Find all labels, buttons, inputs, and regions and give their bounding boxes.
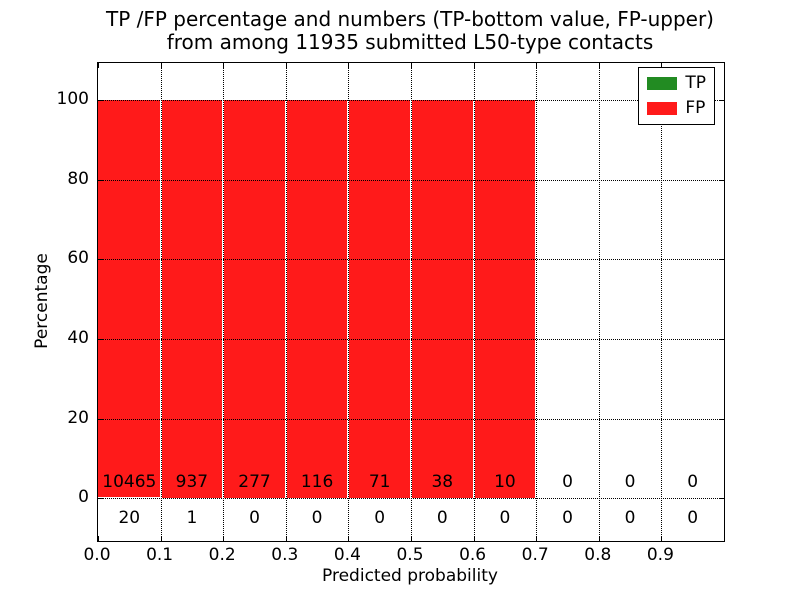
x-tick-label: 0.2	[208, 545, 236, 565]
x-tick-label: 0.1	[146, 545, 174, 565]
x-axis-label: Predicted probability	[322, 566, 498, 586]
tp-swatch-icon	[647, 77, 678, 90]
fp-count-label: 71	[368, 472, 391, 493]
chart-title-line1: TP /FP percentage and numbers (TP-bottom…	[106, 7, 714, 31]
x-tick-mark	[160, 536, 162, 541]
y-tick-label: 20	[67, 407, 89, 428]
grid-line-x	[661, 63, 663, 541]
tp-count-label: 0	[311, 507, 323, 528]
fp-count-label: 10465	[102, 472, 157, 493]
x-tick-mark	[473, 536, 475, 541]
y-tick-mark-right	[719, 179, 724, 181]
chart-title-line2: from among 11935 submitted L50-type cont…	[166, 30, 654, 54]
x-tick-mark-top	[473, 63, 475, 68]
x-tick-mark	[411, 536, 412, 541]
fp-bar-segment	[412, 100, 473, 499]
x-tick-mark-top	[661, 63, 663, 68]
y-tick-label: 60	[67, 248, 89, 269]
y-tick-label: 80	[67, 168, 89, 189]
tp-legend-label: TP	[685, 73, 706, 93]
fp-count-label: 0	[687, 472, 699, 493]
tp-count-label: 0	[499, 507, 511, 528]
plot-area: TP FP 10465 20 937 1 277 0 116 0 71 0 38 0 10 0 0 0 0 0 0 0	[97, 62, 725, 542]
x-tick-mark	[661, 536, 663, 541]
grid-line-x	[348, 63, 350, 541]
fp-bar-segment	[474, 100, 536, 499]
x-tick-mark-top	[536, 63, 538, 68]
y-tick-mark	[98, 338, 103, 340]
fp-count-label: 0	[624, 472, 636, 493]
x-tick-label: 0.0	[83, 545, 111, 565]
x-tick-label: 0.4	[333, 545, 361, 565]
x-tick-mark-top	[98, 63, 99, 68]
fp-swatch-icon	[647, 102, 678, 115]
x-tick-mark	[536, 536, 538, 541]
grid-line-x	[536, 63, 538, 541]
tp-count-label: 0	[374, 507, 386, 528]
fp-bar-segment	[161, 100, 223, 498]
fp-bar-segment	[224, 100, 285, 499]
x-tick-mark	[598, 536, 600, 541]
tp-count-label: 1	[186, 507, 198, 528]
x-tick-label: 0.6	[459, 545, 487, 565]
y-tick-mark	[98, 259, 103, 261]
y-tick-mark-right	[719, 498, 724, 500]
x-tick-mark-top	[598, 63, 600, 68]
y-tick-mark-right	[719, 100, 724, 102]
x-tick-label: 0.5	[396, 545, 424, 565]
fp-count-label: 277	[238, 472, 271, 493]
x-tick-label: 0.9	[646, 545, 674, 565]
x-tick-mark-top	[411, 63, 412, 68]
tp-count-label: 0	[687, 507, 699, 528]
fp-legend-label: FP	[685, 98, 706, 118]
x-tick-mark	[98, 536, 99, 541]
y-tick-label: 100	[56, 89, 89, 110]
x-tick-mark-top	[285, 63, 287, 68]
x-tick-mark-top	[160, 63, 162, 68]
tp-count-label: 0	[436, 507, 448, 528]
fp-count-label: 0	[562, 472, 573, 493]
grid-line-x	[473, 63, 475, 541]
grid-line-x	[411, 63, 412, 541]
y-tick-label: 0	[78, 487, 89, 508]
fp-bar-segment	[349, 100, 410, 499]
grid-line-x	[160, 63, 162, 541]
y-tick-label: 40	[67, 327, 89, 348]
y-tick-mark	[98, 179, 103, 181]
fp-bar-segment	[286, 100, 348, 499]
legend: TP FP	[638, 67, 715, 125]
tp-count-label: 0	[562, 507, 573, 528]
x-tick-label: 0.7	[521, 545, 549, 565]
y-tick-mark	[98, 418, 103, 420]
legend-item-fp: FP	[647, 100, 706, 117]
x-tick-mark	[285, 536, 287, 541]
grid-line-x	[598, 63, 600, 541]
tp-count-label: 0	[249, 507, 260, 528]
x-tick-mark	[348, 536, 350, 541]
tp-count-label: 0	[624, 507, 636, 528]
tp-count-label: 20	[118, 507, 141, 528]
y-tick-mark	[98, 100, 103, 102]
y-tick-mark	[98, 498, 103, 500]
y-tick-mark-right	[719, 259, 724, 261]
chart-title: TP /FP percentage and numbers (TP-bottom…	[97, 8, 723, 54]
legend-item-tp: TP	[647, 75, 706, 92]
fp-count-label: 937	[175, 472, 209, 493]
x-tick-label: 0.8	[584, 545, 612, 565]
y-tick-mark-right	[719, 338, 724, 340]
fp-count-label: 116	[300, 472, 334, 493]
x-tick-label: 0.3	[271, 545, 299, 565]
x-tick-mark-top	[348, 63, 350, 68]
fp-bar-segment	[98, 100, 160, 498]
y-tick-mark-right	[719, 418, 724, 420]
fp-count-label: 10	[494, 472, 516, 493]
grid-line-x	[285, 63, 287, 541]
x-tick-mark-top	[223, 63, 225, 68]
fp-count-label: 38	[431, 472, 454, 493]
x-tick-mark	[223, 536, 225, 541]
grid-line-x	[223, 63, 225, 541]
